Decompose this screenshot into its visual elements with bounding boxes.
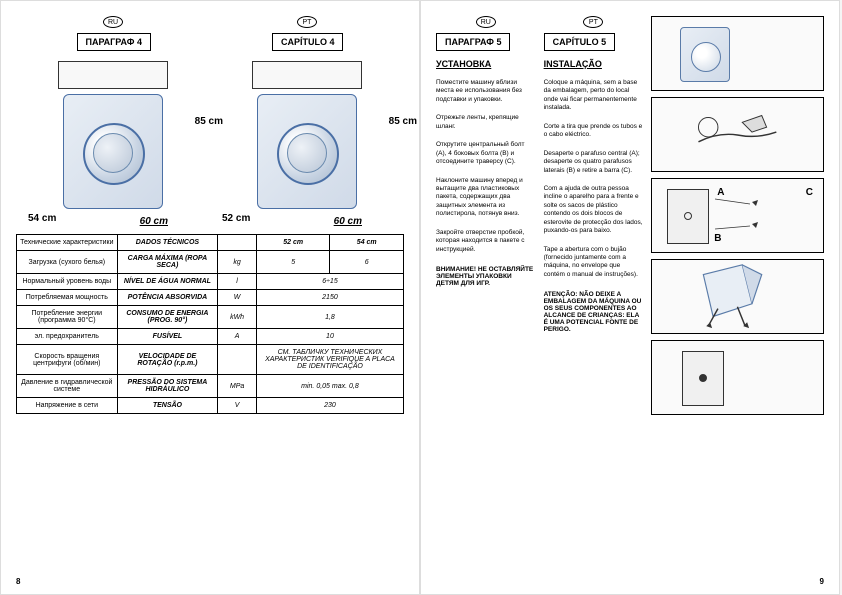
table-row: Загрузка (сухого белья)CARGA MÁXIMA (ROP…: [17, 251, 404, 274]
col-ru: RU ПАРАГРАФ 5 УСТАНОВКА Поместите машину…: [436, 16, 544, 579]
illus-3: A B C: [651, 178, 824, 253]
table-row: эл. предохранительFUSÍVELA10: [17, 329, 404, 345]
page-num-left: 8: [16, 577, 20, 586]
title-pt: INSTALAÇÃO: [544, 59, 644, 69]
paragraph: Открутите центральный болт (A), 4 боковы…: [436, 141, 536, 166]
diagrams: 85 cm 54 cm 60 cm 85 cm 52 cm 60 cm: [16, 61, 404, 209]
paragraph: Corte a tira que prende os tubos e o cab…: [544, 123, 644, 140]
dim-width-a: 54 cm: [28, 213, 56, 224]
page-4: RU PT ПАРАГРАФ 4 CAPÍTULO 4 85 cm 54 cm …: [0, 0, 420, 595]
control-panel-b: [252, 61, 362, 89]
table-row: Потребляемая мощностьPOTÊNCIA ABSORVIDAW…: [17, 290, 404, 306]
dim-depth-a: 60 cm: [140, 216, 168, 227]
dim-height-a: 85 cm: [195, 116, 223, 127]
washer-door-a: [83, 123, 145, 185]
th-ru: Технические характеристики: [17, 235, 118, 251]
illus-1: [651, 16, 824, 91]
chapter-ru: ПАРАГРАФ 4: [77, 33, 151, 51]
illus-5: [651, 340, 824, 415]
paragraph: Отрежьте ленты, крепящие шланг.: [436, 114, 536, 131]
col-54: 54 cm: [330, 235, 404, 251]
page-5: RU ПАРАГРАФ 5 УСТАНОВКА Поместите машину…: [420, 0, 840, 595]
badge-pt-r: PT: [583, 16, 603, 28]
washer-door-b: [277, 123, 339, 185]
dim-height-b: 85 cm: [389, 116, 417, 127]
chapter-row-left: ПАРАГРАФ 4 CAPÍTULO 4: [16, 33, 404, 51]
paragraph: Com a ajuda de outra pessoa incline o ap…: [544, 185, 644, 236]
chapter-pt-r: CAPÍTULO 5: [544, 33, 616, 51]
paragraph: Coloque a máquina, sem a base da embalag…: [544, 79, 644, 113]
badge-pt: PT: [297, 16, 317, 28]
table-row: Напряжение в сетиTENSÃOV230: [17, 398, 404, 414]
washer-diagram-a: 85 cm 54 cm 60 cm: [33, 61, 193, 209]
washer-body-a: [63, 94, 163, 209]
table-row: Нормальный уровень водыNÍVEL DE ÁGUA NOR…: [17, 274, 404, 290]
paragraph: Desaperte o parafuso central (A); desape…: [544, 150, 644, 175]
washer-diagram-b: 85 cm 52 cm 60 cm: [227, 61, 387, 209]
paragraph: Поместите машину вблизи места ее использ…: [436, 79, 536, 104]
badge-ru-r: RU: [476, 16, 496, 28]
warning-ru: ВНИМАНИЕ! НЕ ОСТАВЛЯЙТЕ ЭЛЕМЕНТЫ УПАКОВК…: [436, 266, 536, 287]
spec-table: Технические характеристики DADOS TÉCNICO…: [16, 234, 404, 414]
table-row: Потребление энергии (программа 90°C)CONS…: [17, 306, 404, 329]
control-panel-a: [58, 61, 168, 89]
th-pt: DADOS TÉCNICOS: [117, 235, 218, 251]
paragraph: Закройте отверстие пробкой, которая нахо…: [436, 229, 536, 254]
illus-2: [651, 97, 824, 172]
label-c: C: [806, 187, 813, 198]
col-52: 52 cm: [256, 235, 330, 251]
illus-4: [651, 259, 824, 334]
lang-badges-left: RU PT: [16, 16, 404, 28]
warning-pt: ATENÇÃO: NÃO DEIXE A EMBALAGEM DA MÁQUIN…: [544, 291, 644, 333]
title-ru: УСТАНОВКА: [436, 59, 536, 69]
page-num-right: 9: [820, 577, 824, 586]
table-row: Давление в гидравлической системеPRESSÃO…: [17, 375, 404, 398]
col-pt: PT CAPÍTULO 5 INSTALAÇÃO Coloque a máqui…: [544, 16, 652, 579]
paragraph: Наклоните машину вперед и вытащите два п…: [436, 177, 536, 219]
illustrations: A B C: [651, 16, 824, 579]
dim-depth-b: 60 cm: [334, 216, 362, 227]
chapter-pt: CAPÍTULO 4: [272, 33, 344, 51]
table-row: Скорость вращения центрифуги (об/мин)VEL…: [17, 345, 404, 375]
badge-ru: RU: [103, 16, 123, 28]
dim-width-b: 52 cm: [222, 213, 250, 224]
chapter-ru-r: ПАРАГРАФ 5: [436, 33, 510, 51]
paragraph: Tape a abertura com o bujão (fornecido j…: [544, 246, 644, 280]
washer-body-b: [257, 94, 357, 209]
